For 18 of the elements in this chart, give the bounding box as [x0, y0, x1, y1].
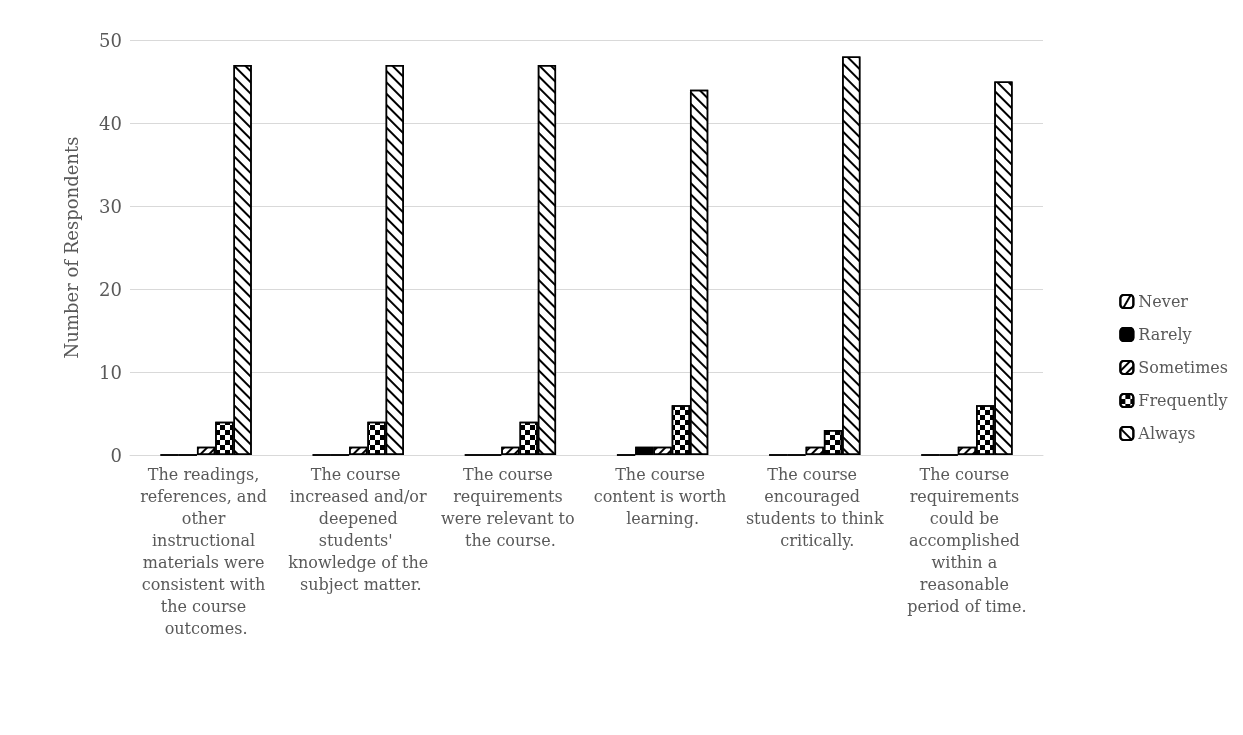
legend-label: Rarely: [1138, 325, 1192, 344]
legend-label: Always: [1137, 424, 1196, 443]
legend-label: Sometimes: [1138, 358, 1229, 377]
y-tick-label: 10: [99, 361, 122, 383]
x-tick-label: The course requirements were relevant to the course.: [441, 464, 580, 550]
x-tick-label: The course encouraged students to think critically.: [745, 464, 884, 550]
x-tick-label: The course requirements could be accomplished within a reasonable period of time.: [907, 464, 1027, 616]
x-tick-label: The course increased and/or deepened students' knowledge of the subject matter.: [288, 464, 429, 594]
x-tick-label: The course content is worth learning.: [593, 464, 732, 528]
y-tick-label: 40: [99, 112, 122, 134]
legend-label: Frequently: [1138, 391, 1228, 410]
y-tick-label: 50: [99, 29, 122, 51]
y-tick-label: 20: [99, 278, 122, 300]
y-tick-label: 30: [99, 195, 122, 217]
y-axis-title: Number of Respondents: [60, 136, 82, 359]
x-tick-label: The readings, references, and other instructional materials were consistent with the course outcomes.: [140, 464, 273, 638]
y-tick-label: 0: [110, 444, 122, 466]
legend-label: Never: [1138, 292, 1189, 311]
